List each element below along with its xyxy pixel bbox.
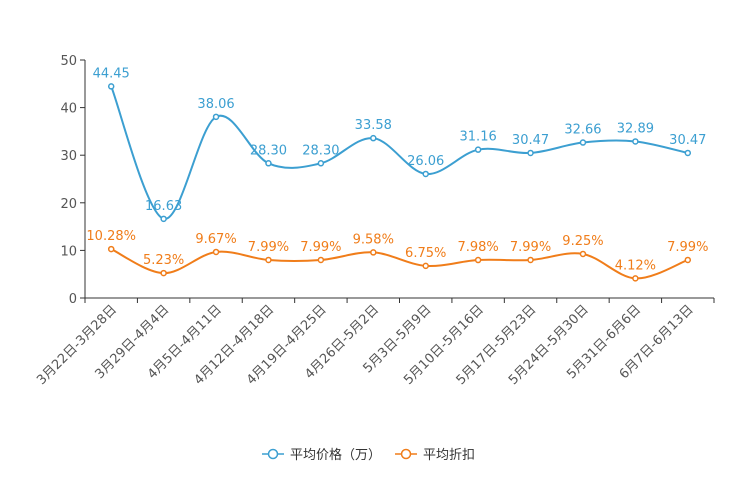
y-tick-label: 20 <box>60 197 77 212</box>
series-2-point <box>632 275 639 282</box>
series-2-point <box>212 248 220 256</box>
legend: 平均价格（万） 平均折扣 <box>262 447 475 463</box>
series-1-data-label: 26.06 <box>407 154 444 169</box>
series-2-point <box>317 256 325 264</box>
series-2-data-label: 4.12% <box>615 258 656 273</box>
y-tick-label: 50 <box>60 54 77 69</box>
legend-label-2: 平均折扣 <box>423 448 475 463</box>
series-1-data-label: 16.63 <box>145 199 182 214</box>
y-tick-label: 30 <box>60 149 77 164</box>
series-2-data-label: 7.98% <box>457 240 498 255</box>
series-2-data-label: 9.67% <box>195 232 236 247</box>
series-1-point <box>212 113 220 121</box>
series-2-data-label: 7.99% <box>300 240 341 255</box>
series-1-point <box>422 170 429 178</box>
series-2-point <box>684 256 692 264</box>
series-1-data-label: 30.47 <box>512 133 549 148</box>
legend-marker-1 <box>267 448 279 460</box>
series-2-data-label: 7.99% <box>510 240 551 255</box>
series-2-point <box>370 249 377 256</box>
series-1-data-label: 32.89 <box>617 121 654 136</box>
legend-marker-2 <box>400 448 412 460</box>
series-2-data-label: 7.99% <box>248 240 289 255</box>
series-1-point <box>107 83 115 90</box>
y-tick-label: 0 <box>69 292 77 307</box>
series-2-data-label: 6.75% <box>405 246 446 261</box>
series-2-point <box>422 262 429 270</box>
series-2-data-label: 9.58% <box>353 232 394 247</box>
series-2-point <box>265 256 272 264</box>
series-1-point <box>527 149 534 157</box>
data-labels-layer: 44.45 16.63 38.06 28.30 28.30 33.58 26.06 31.16… <box>86 66 708 273</box>
series-1-point <box>370 134 377 142</box>
series-1-point <box>265 160 272 167</box>
series-1-data-label: 31.16 <box>460 130 497 145</box>
y-tick-label: 10 <box>60 244 77 259</box>
y-tick-label: 40 <box>60 102 77 117</box>
series-2-point <box>579 250 587 258</box>
series-1-data-label: 28.30 <box>302 143 339 158</box>
series-2-data-label: 7.99% <box>667 240 708 255</box>
series-1-data-label: 38.06 <box>197 97 234 112</box>
series-line-2 <box>110 248 689 280</box>
series-1-point <box>632 138 639 145</box>
series-1-data-label: 44.45 <box>93 66 130 81</box>
axes: 010203040503月22日-3月28日3月29日-4月4日4月5日-4月1… <box>34 54 715 388</box>
series-1-point <box>579 139 587 146</box>
series-1-point <box>474 146 482 153</box>
series-2-data-label: 10.28% <box>86 229 136 244</box>
series-1-data-label: 33.58 <box>355 118 392 133</box>
series-1-data-label: 32.66 <box>564 123 601 138</box>
legend-label-1: 平均价格（万） <box>290 447 381 463</box>
series-2-data-label: 5.23% <box>143 253 184 268</box>
series-2-point <box>474 256 482 264</box>
series-1-point <box>684 149 692 157</box>
series-layer <box>107 83 692 282</box>
series-2-point <box>160 269 167 277</box>
series-1-data-label: 30.47 <box>669 133 706 148</box>
series-1-point <box>317 160 325 167</box>
series-1-point <box>160 215 167 223</box>
series-2-point <box>527 256 534 264</box>
series-2-data-label: 9.25% <box>562 234 603 249</box>
series-1-data-label: 28.30 <box>250 143 287 158</box>
series-2-point <box>107 245 115 253</box>
